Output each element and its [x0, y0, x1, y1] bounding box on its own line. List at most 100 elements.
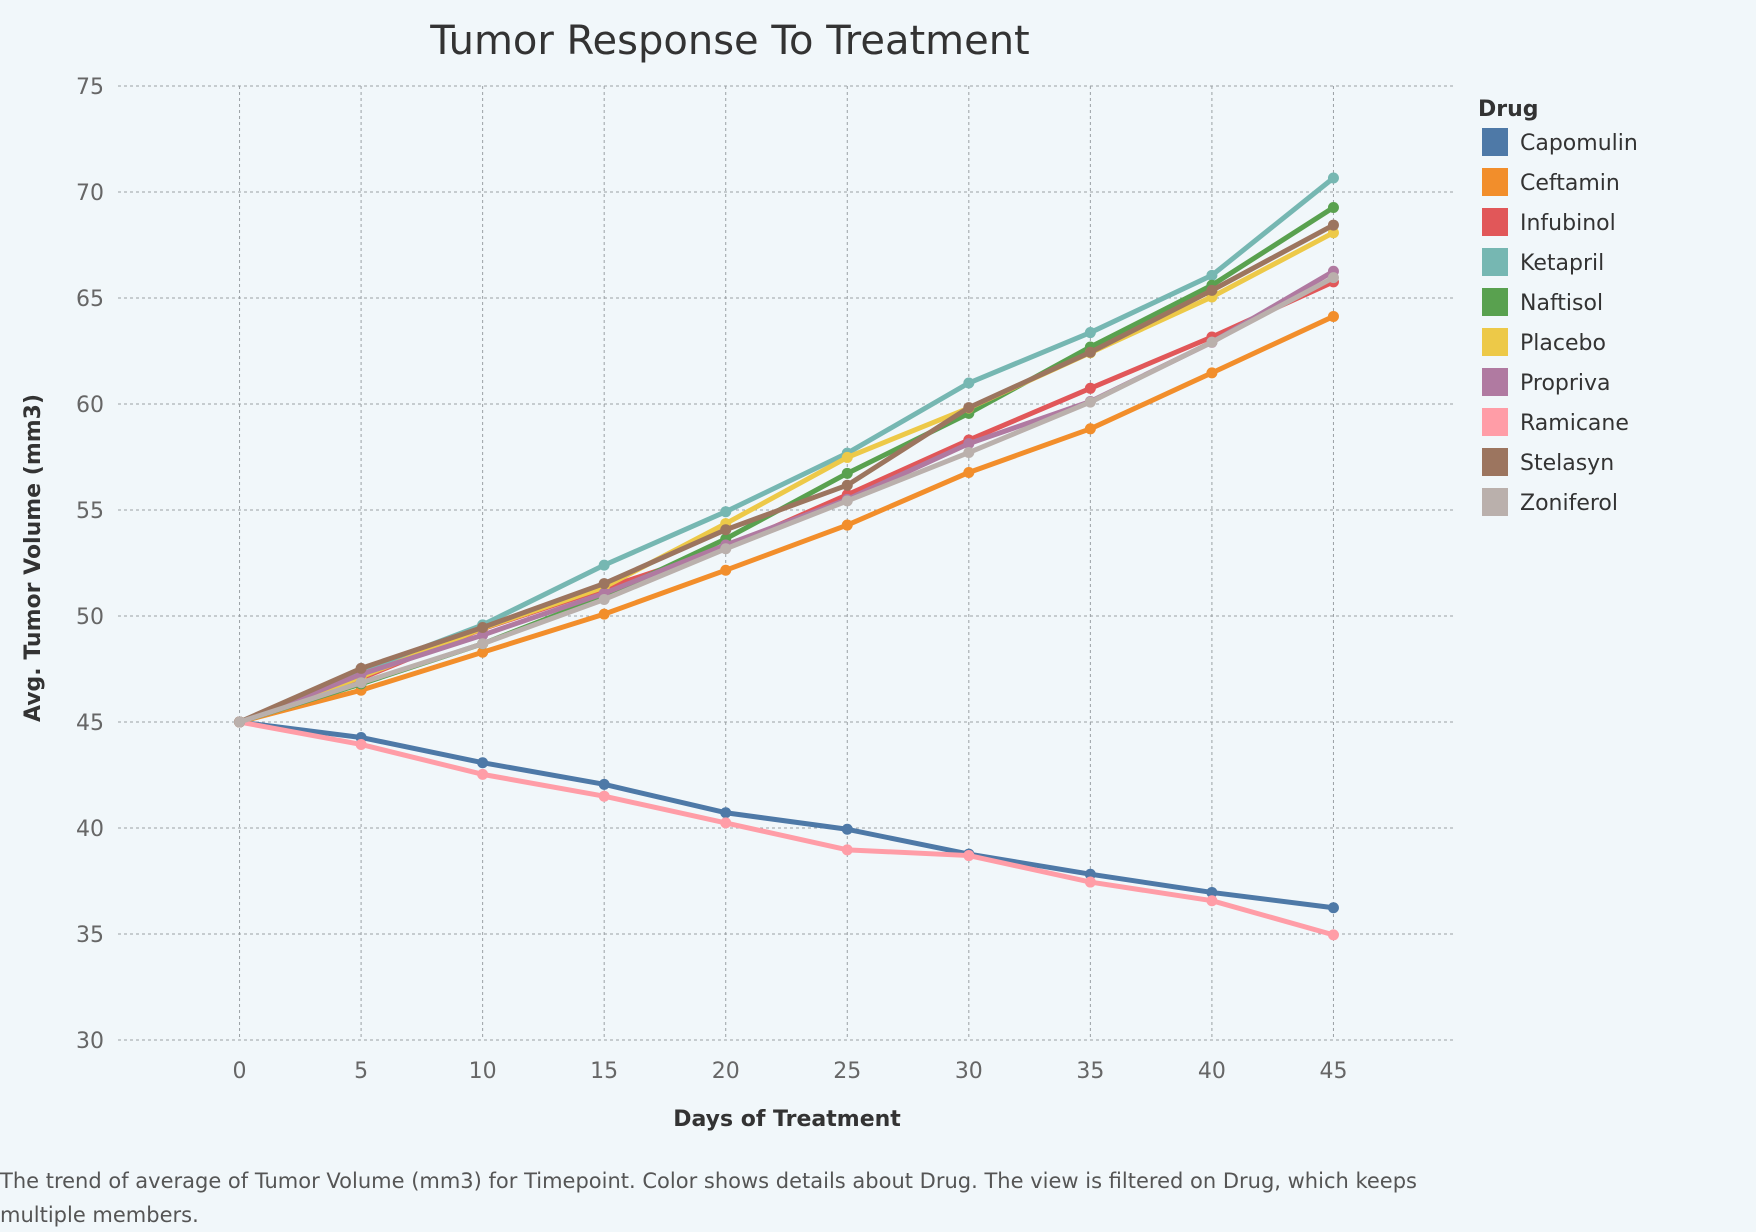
data-point-ramicane: [598, 790, 610, 802]
x-tick-label: 0: [233, 1059, 247, 1084]
legend-label-capomulin: Capomulin: [1520, 131, 1638, 156]
data-point-ketapril: [1084, 327, 1096, 339]
data-point-stelasyn: [355, 662, 367, 674]
x-axis-ticks: 0 5 10 15 20 25 30 35 40 45: [233, 1059, 1348, 1084]
data-point-zoniferol: [1084, 396, 1096, 408]
y-tick-label: 45: [76, 711, 104, 736]
data-point-capomulin: [720, 807, 732, 819]
legend-swatch-ceftamin: [1482, 168, 1508, 196]
data-point-ketapril: [598, 559, 610, 571]
chart-caption: The trend of average of Tumor Volume (mm…: [0, 1169, 1417, 1227]
data-point-stelasyn: [720, 524, 732, 536]
data-point-ketapril: [1327, 172, 1339, 184]
legend: Drug Capomulin Ceftamin Infubinol Ketapril N…: [1478, 97, 1638, 516]
data-point-stelasyn: [1084, 346, 1096, 358]
chart-title: Tumor Response To Treatment: [429, 18, 1030, 64]
x-tick-label: 30: [955, 1059, 983, 1084]
legend-label-infubinol: Infubinol: [1520, 211, 1616, 236]
y-tick-label: 75: [76, 75, 104, 100]
data-point-propriva: [963, 438, 975, 450]
data-point-naftisol: [841, 467, 853, 479]
series-lines: [234, 172, 1339, 941]
data-point-stelasyn: [477, 621, 489, 633]
data-point-ramicane: [720, 817, 732, 829]
data-point-ceftamin: [598, 608, 610, 620]
y-tick-label: 30: [76, 1029, 104, 1054]
data-point-zoniferol: [720, 543, 732, 555]
x-tick-label: 25: [833, 1059, 861, 1084]
gridlines: [118, 85, 1455, 1041]
data-point-stelasyn: [1327, 219, 1339, 231]
data-point-ketapril: [1206, 269, 1218, 281]
data-point-ceftamin: [477, 646, 489, 658]
series-zoniferol: [234, 272, 1339, 728]
y-tick-label: 70: [76, 181, 104, 206]
series-line-ketapril: [237, 175, 1336, 725]
y-tick-label: 35: [76, 923, 104, 948]
series-line-stelasyn: [237, 222, 1336, 725]
legend-label-placebo: Placebo: [1520, 331, 1606, 356]
legend-swatch-ramicane: [1482, 408, 1508, 436]
series-ketapril: [234, 172, 1339, 728]
series-stelasyn: [234, 219, 1339, 728]
data-point-zoniferol: [477, 638, 489, 650]
data-point-ramicane: [355, 738, 367, 750]
data-point-ramicane: [841, 844, 853, 856]
data-point-zoniferol: [963, 447, 975, 459]
data-point-stelasyn: [963, 402, 975, 414]
data-point-stelasyn: [598, 578, 610, 590]
y-tick-label: 65: [76, 287, 104, 312]
data-point-stelasyn: [1206, 284, 1218, 296]
legend-swatch-propriva: [1482, 368, 1508, 396]
x-tick-label: 45: [1319, 1059, 1347, 1084]
data-point-stelasyn: [841, 479, 853, 491]
data-point-zoniferol: [234, 716, 246, 728]
data-point-placebo: [841, 451, 853, 463]
data-point-ramicane: [1206, 895, 1218, 907]
data-point-ceftamin: [1327, 310, 1339, 322]
y-axis-ticks: 30 35 40 45 50 55 60 65 70 75: [76, 75, 104, 1054]
data-point-naftisol: [1327, 201, 1339, 213]
data-point-ceftamin: [720, 564, 732, 576]
series-line-zoniferol: [237, 275, 1336, 725]
y-tick-label: 60: [76, 393, 104, 418]
legend-swatch-capomulin: [1482, 128, 1508, 156]
legend-swatch-naftisol: [1482, 288, 1508, 316]
data-point-propriva: [477, 629, 489, 641]
x-tick-label: 20: [712, 1059, 740, 1084]
data-point-ramicane: [477, 768, 489, 780]
x-tick-label: 10: [469, 1059, 497, 1084]
x-tick-label: 35: [1076, 1059, 1104, 1084]
x-tick-label: 40: [1198, 1059, 1226, 1084]
data-point-ketapril: [720, 506, 732, 518]
data-point-ceftamin: [841, 519, 853, 531]
y-tick-label: 55: [76, 499, 104, 524]
data-point-placebo: [1327, 227, 1339, 239]
data-point-ceftamin: [963, 466, 975, 478]
legend-title: Drug: [1478, 97, 1539, 122]
data-point-zoniferol: [598, 593, 610, 605]
data-point-capomulin: [598, 778, 610, 790]
data-point-ramicane: [1084, 876, 1096, 888]
series-naftisol: [234, 201, 1339, 728]
legend-label-stelasyn: Stelasyn: [1520, 451, 1614, 476]
data-point-ketapril: [963, 377, 975, 389]
legend-swatch-infubinol: [1482, 208, 1508, 236]
legend-label-ceftamin: Ceftamin: [1520, 171, 1620, 196]
y-tick-label: 50: [76, 605, 104, 630]
x-tick-label: 15: [590, 1059, 618, 1084]
legend-label-zoniferol: Zoniferol: [1520, 491, 1618, 516]
legend-swatch-placebo: [1482, 328, 1508, 356]
data-point-capomulin: [1327, 902, 1339, 914]
series-line-naftisol: [237, 204, 1336, 725]
legend-label-ramicane: Ramicane: [1520, 411, 1629, 436]
series-line-capomulin: [237, 719, 1336, 911]
legend-swatch-zoniferol: [1482, 488, 1508, 516]
data-point-capomulin: [1206, 886, 1218, 898]
data-point-ceftamin: [1084, 423, 1096, 435]
legend-label-propriva: Propriva: [1520, 371, 1611, 396]
data-point-capomulin: [841, 823, 853, 835]
data-point-capomulin: [1084, 868, 1096, 880]
data-point-ramicane: [1327, 929, 1339, 941]
